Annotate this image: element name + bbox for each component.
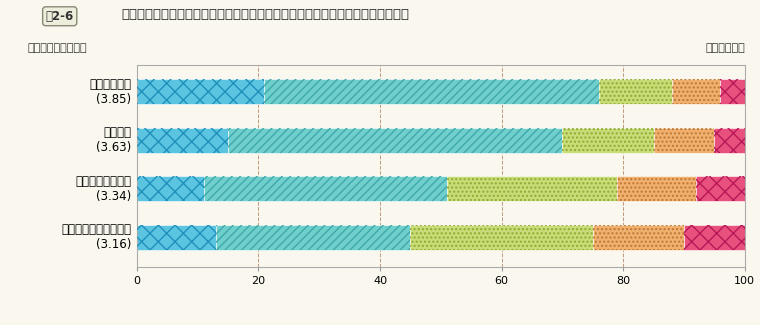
Bar bbox=[447, 176, 617, 202]
Bar bbox=[714, 128, 745, 153]
Text: 【職場のコミュニケーション】の領域に属する質問項目別の回答割合及び平均値: 【職場のコミュニケーション】の領域に属する質問項目別の回答割合及び平均値 bbox=[122, 8, 410, 21]
Text: 図2-6: 図2-6 bbox=[46, 10, 74, 23]
Text: 質問項目（平均値）: 質問項目（平均値） bbox=[27, 43, 87, 53]
Bar bbox=[562, 128, 654, 153]
Bar bbox=[684, 225, 745, 250]
Bar bbox=[410, 225, 593, 250]
Bar bbox=[696, 176, 745, 202]
Bar bbox=[720, 79, 745, 104]
Bar bbox=[228, 128, 562, 153]
Bar bbox=[137, 128, 228, 153]
Bar bbox=[216, 225, 410, 250]
Bar bbox=[654, 128, 714, 153]
Bar bbox=[137, 225, 216, 250]
Text: （単位：％）: （単位：％） bbox=[705, 43, 745, 53]
Bar bbox=[696, 176, 745, 202]
Bar bbox=[684, 225, 745, 250]
Bar bbox=[216, 225, 410, 250]
Bar bbox=[617, 176, 696, 202]
Bar bbox=[593, 225, 684, 250]
Bar bbox=[617, 176, 696, 202]
Bar bbox=[720, 79, 745, 104]
Bar bbox=[593, 225, 684, 250]
Bar bbox=[714, 128, 745, 153]
Bar bbox=[264, 79, 599, 104]
Bar bbox=[447, 176, 617, 202]
Bar bbox=[672, 79, 720, 104]
Bar bbox=[654, 128, 714, 153]
Bar bbox=[137, 176, 204, 202]
Bar bbox=[137, 225, 216, 250]
Bar bbox=[228, 128, 562, 153]
Bar bbox=[137, 79, 264, 104]
Bar bbox=[204, 176, 447, 202]
Bar bbox=[137, 128, 228, 153]
Bar bbox=[137, 79, 264, 104]
Bar bbox=[410, 225, 593, 250]
Bar bbox=[264, 79, 599, 104]
Bar bbox=[562, 128, 654, 153]
Bar bbox=[672, 79, 720, 104]
Bar bbox=[599, 79, 672, 104]
Bar bbox=[599, 79, 672, 104]
Bar bbox=[204, 176, 447, 202]
Bar bbox=[137, 176, 204, 202]
